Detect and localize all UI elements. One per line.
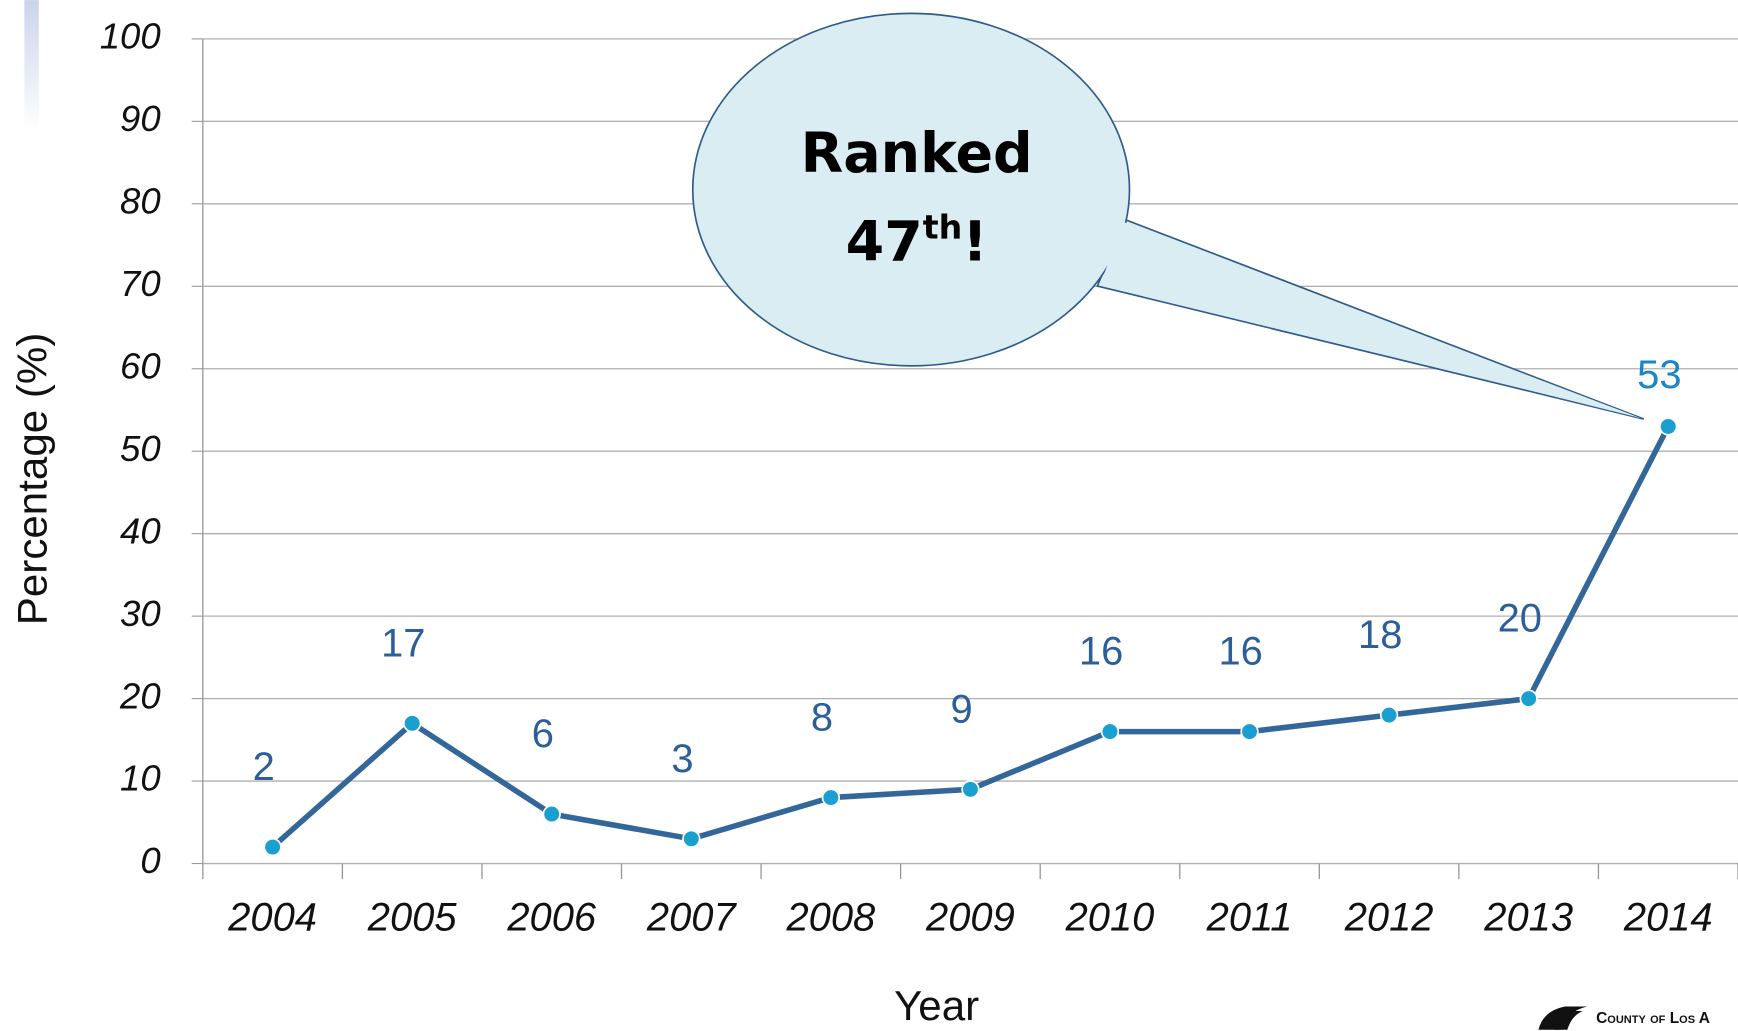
data-label: 6: [532, 712, 554, 756]
data-point: [1519, 689, 1538, 708]
grid: 0 10 20 30 40 50 60 70 80 90 100 2004 2005 2006 2007 20…: [100, 16, 1738, 940]
data-point: [403, 714, 422, 733]
data-label: 2: [253, 745, 275, 789]
callout-text: Ranked: [801, 122, 1033, 186]
callout-joint: [1100, 221, 1641, 418]
data-point: [682, 829, 701, 848]
data-label: 18: [1358, 613, 1402, 657]
data-point: [821, 788, 841, 807]
data-label: 3: [671, 737, 693, 781]
data-point: [263, 837, 282, 857]
data-point: [1379, 705, 1399, 725]
plot-area: 2 17 6 3 8 9 16 16 18 20 53: [253, 353, 1682, 857]
x-tick-label: 2009: [925, 896, 1015, 940]
y-tick-label: 0: [140, 840, 161, 881]
data-point: [961, 780, 980, 799]
x-tick-label: 2004: [227, 896, 317, 940]
x-tick-label: 2011: [1206, 896, 1293, 940]
data-point: [1100, 722, 1120, 741]
callout: Ranked 47th!: [691, 12, 1645, 420]
y-tick-label: 40: [120, 510, 161, 551]
x-tick-label: 2014: [1623, 896, 1713, 940]
logo-text: County of Los A: [1596, 1010, 1710, 1027]
y-tick-label: 10: [120, 758, 161, 799]
logo: County of Los A: [1538, 1006, 1710, 1030]
data-point: [1659, 417, 1678, 436]
y-axis-title: Percentage (%): [9, 333, 56, 626]
callout-suffix: th: [923, 207, 963, 246]
callout-end: !: [962, 211, 987, 275]
x-tick-label: 2012: [1344, 896, 1434, 940]
y-tick-label: 70: [120, 263, 161, 304]
callout-bubble: [691, 12, 1131, 367]
data-label: 16: [1218, 630, 1262, 674]
y-tick-label: 50: [120, 428, 161, 469]
x-tick-label: 2006: [506, 896, 597, 940]
logo-mark: [1554, 1010, 1583, 1030]
y-tick-label: 100: [100, 16, 162, 57]
y-tick-label: 30: [120, 593, 161, 634]
side-decoration: [24, 0, 39, 131]
x-axis-title: Year: [894, 982, 979, 1029]
data-label: 17: [381, 621, 425, 665]
data-label: 20: [1498, 597, 1542, 641]
x-tick-label: 2013: [1483, 896, 1573, 940]
data-label: 53: [1637, 353, 1681, 397]
data-point: [542, 804, 561, 824]
y-tick-label: 80: [120, 180, 161, 221]
x-tick-label: 2008: [785, 896, 875, 940]
callout-rank: 47th!: [846, 207, 988, 274]
data-label: 8: [811, 696, 833, 740]
y-tick-label: 60: [120, 345, 161, 386]
data-point: [1240, 722, 1259, 741]
callout-number: 47: [846, 211, 923, 275]
x-tick-label: 2010: [1065, 896, 1155, 940]
x-tick-label: 2007: [646, 896, 738, 940]
data-label: 16: [1079, 630, 1123, 674]
data-label: 9: [950, 687, 972, 731]
y-tick-label: 20: [119, 675, 161, 716]
x-tick-label: 2005: [367, 896, 458, 940]
y-tick-label: 90: [120, 98, 161, 139]
